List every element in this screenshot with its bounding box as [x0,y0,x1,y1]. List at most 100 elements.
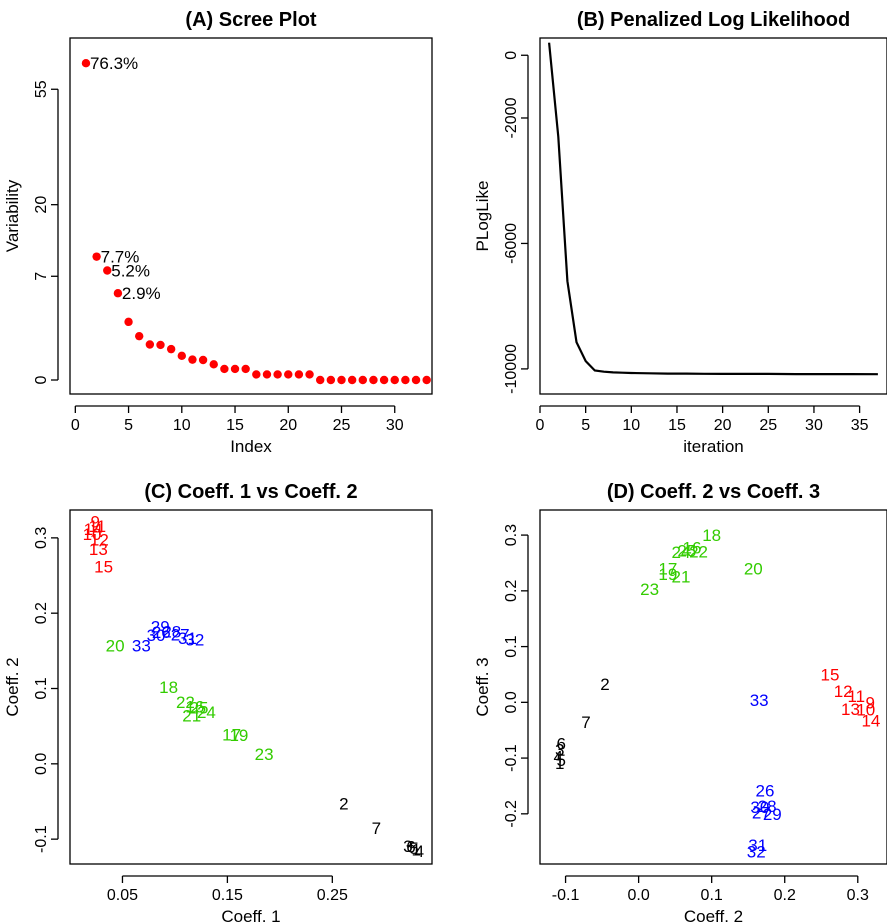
point-label: 26 [152,623,171,642]
x-tick-label: 0.05 [107,887,138,904]
point-label: 16 [682,538,701,557]
point-label: 27 [752,804,771,823]
x-tick-label: 0.2 [774,887,796,904]
x-tick-label: 0.25 [317,887,348,904]
y-tick-label: 7 [33,272,50,281]
point-label: 11 [88,517,106,536]
y-tick-label: 0.3 [503,524,520,546]
variance-label: 2.9% [122,284,161,303]
scree-point [209,360,218,369]
chart-title: (C) Coeff. 1 vs Coeff. 2 [144,481,357,503]
y-axis-label: Coeff. 3 [473,657,492,716]
point-label: 17 [222,725,241,744]
point-label: 26 [756,781,775,800]
scree-point [103,266,112,275]
x-axis-label: Index [230,437,272,456]
x-tick-label: 0.3 [847,887,869,904]
scree-point [113,289,123,298]
panel-c: (C) Coeff. 1 vs Coeff. 2 0.05 0.15 0.25 Coef… [3,481,433,924]
point-label: 32 [185,631,204,650]
point-label: 22 [176,693,195,712]
scree-point [92,252,101,261]
scree-point [241,364,250,374]
scree-point [156,340,165,350]
point-label: 25 [190,698,209,717]
point-label: 18 [159,678,178,697]
x-tick-label: 0.15 [212,887,243,904]
x-tick-label: 30 [805,417,823,434]
point-label: 7 [581,713,590,732]
point-label: 14 [84,520,103,539]
point-label: 19 [229,726,248,745]
point-label: 20 [106,637,125,656]
point-label: 15 [94,557,113,576]
point-label: 31 [178,629,197,648]
scree-point [81,59,91,68]
point-label: 10 [83,525,102,544]
point-label: 18 [702,526,721,545]
point-label: 19 [658,565,677,584]
y-tick-label: -2000 [503,97,520,138]
point-label: 10 [856,701,875,720]
panel-b: (B) Penalized Log Likelihood 0 5 10 15 20 25 30… [473,9,887,456]
scree-point [252,370,261,379]
point-label: 29 [151,618,170,637]
x-axis-label: iteration [683,437,743,456]
point-label: 13 [89,540,108,559]
point-label: 9 [90,512,99,531]
point-label: 21 [182,707,201,726]
scree-point [220,364,229,374]
x-tick-label: 0.1 [701,887,723,904]
point-label: 3 [555,741,564,760]
chart-title: (B) Penalized Log Likelihood [577,9,850,31]
scree-point [401,375,410,385]
scree-point [188,355,197,364]
y-tick-label: -0.2 [503,800,520,828]
plot-frame [69,37,433,395]
point-label: 12 [834,682,853,701]
scree-point [422,375,431,385]
x-tick-label: 5 [581,417,590,434]
point-label: 32 [747,843,766,862]
point-label: 3 [403,837,412,856]
point-label: 22 [689,542,708,561]
point-label: 27 [171,625,190,644]
y-tick-label: 55 [33,80,50,98]
point-label: 28 [162,622,181,641]
point-label: 21 [672,567,691,586]
y-tick-label: 20 [33,196,50,214]
y-axis-label: Variability [3,179,22,252]
scree-point [390,375,399,385]
x-tick-label: 0 [536,417,545,434]
x-tick-label: 15 [226,417,244,434]
y-tick-label: -10000 [503,344,520,394]
x-tick-label: 5 [124,417,133,434]
x-axis-label: Coeff. 2 [684,907,743,924]
point-label: 1 [412,841,421,860]
scree-point [273,370,282,379]
scree-point [369,375,378,385]
point-label: 29 [763,805,782,824]
y-tick-label: -6000 [503,223,520,264]
y-axis-label: Coeff. 2 [3,657,22,716]
plike-line [548,42,878,376]
x-tick-label: 10 [173,417,191,434]
scree-point [316,375,325,385]
plot-frame [69,509,433,865]
scree-point [284,370,293,379]
point-label: 24 [672,543,691,562]
point-label: 25 [677,542,696,561]
point-label: 24 [197,703,216,722]
plot-frame [539,509,887,865]
x-tick-label: 0.0 [627,887,649,904]
point-label: 7 [372,819,381,838]
variance-label: 5.2% [111,262,150,281]
point-label: 30 [147,626,166,645]
scree-point [198,355,208,365]
scree-point [294,370,304,379]
point-label: 31 [748,836,767,855]
y-tick-label: 0.1 [503,635,520,657]
y-tick-label: 0 [503,51,520,60]
point-label: 1 [555,754,564,773]
